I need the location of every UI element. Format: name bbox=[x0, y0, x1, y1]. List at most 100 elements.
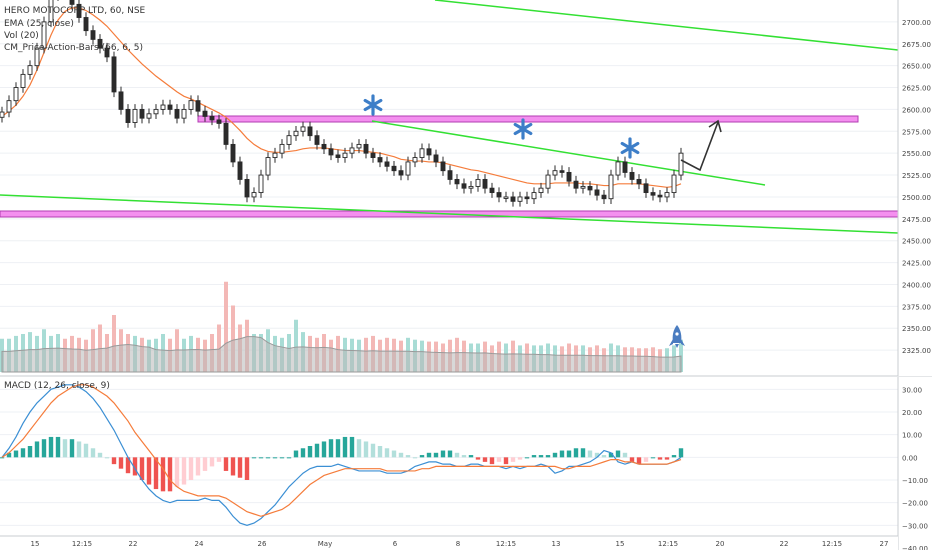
price-tick-label: 2475.00 bbox=[902, 216, 931, 224]
candle bbox=[405, 156, 411, 181]
indicator-legend[interactable]: CM_Price-Action-Bars (66, 6, 5) bbox=[4, 43, 143, 53]
candle bbox=[146, 108, 152, 124]
candle bbox=[300, 121, 306, 137]
resistance-zone[interactable] bbox=[197, 115, 859, 123]
macd-histogram-bar bbox=[391, 450, 397, 458]
candle bbox=[349, 142, 355, 159]
candle bbox=[139, 104, 145, 124]
macd-legend[interactable]: MACD (12, 26, close, 9) bbox=[4, 381, 110, 391]
macd-histogram-bar bbox=[412, 457, 418, 459]
macd-histogram-bar bbox=[181, 457, 187, 485]
candle bbox=[454, 174, 460, 190]
macd-histogram-bar bbox=[552, 452, 558, 458]
macd-histogram-bar bbox=[321, 441, 327, 458]
macd-histogram-bar bbox=[503, 457, 509, 465]
upper-channel-line[interactable] bbox=[434, 0, 899, 51]
candle bbox=[489, 182, 495, 198]
candle bbox=[160, 99, 166, 115]
macd-histogram-bar bbox=[314, 443, 320, 458]
arrow-icon[interactable] bbox=[680, 119, 722, 172]
candle bbox=[83, 12, 89, 36]
macd-histogram-bar bbox=[468, 455, 474, 458]
candle bbox=[167, 99, 173, 115]
macd-histogram-bar bbox=[153, 457, 159, 490]
macd-tick-label: −10.00 bbox=[902, 477, 928, 485]
volume-bar bbox=[224, 281, 228, 372]
candle bbox=[237, 156, 243, 185]
macd-histogram-bar bbox=[643, 457, 649, 462]
macd-axis[interactable]: 30.00 20.00 10.00 0.00 −10.00 −20.00 −30.00 −40… bbox=[897, 377, 932, 553]
macd-histogram-bar bbox=[566, 450, 572, 458]
price-tick-label: 2325.00 bbox=[902, 347, 931, 355]
candle bbox=[503, 191, 509, 203]
candle bbox=[27, 60, 33, 80]
macd-histogram-bar bbox=[62, 439, 68, 458]
macd-histogram-bar bbox=[139, 457, 145, 480]
macd-histogram-bar bbox=[573, 448, 579, 458]
candle bbox=[531, 187, 537, 204]
macd-histogram-bar bbox=[104, 457, 110, 459]
macd-histogram-bar bbox=[90, 448, 96, 458]
price-tick-label: 2425.00 bbox=[902, 260, 931, 268]
macd-histogram-bar bbox=[447, 450, 453, 458]
macd-histogram-bar bbox=[650, 457, 656, 459]
price-tick-label: 2375.00 bbox=[902, 303, 931, 311]
macd-histogram-bar bbox=[244, 457, 250, 480]
macd-histogram-bar bbox=[433, 452, 439, 458]
price-panel bbox=[0, 0, 684, 207]
candle bbox=[181, 104, 187, 124]
macd-histogram-bar bbox=[202, 457, 208, 471]
macd-histogram-bar bbox=[307, 446, 313, 458]
ema-legend[interactable]: EMA (25, close) bbox=[4, 19, 74, 29]
time-axis[interactable]: 15 12:15 22 24 26 May 6 8 12:15 13 15 12:15 20 22 12:1… bbox=[0, 535, 898, 550]
macd-histogram-bar bbox=[111, 457, 117, 465]
macd-histogram-bar bbox=[6, 452, 12, 458]
macd-histogram-bar bbox=[272, 457, 278, 459]
star-marker[interactable] bbox=[513, 118, 533, 140]
macd-tick-label: 20.00 bbox=[902, 409, 922, 417]
macd-histogram-bar bbox=[13, 450, 19, 458]
star-marker[interactable] bbox=[620, 137, 640, 159]
time-tick-label: 8 bbox=[456, 540, 460, 548]
asterisk-star-icon[interactable] bbox=[363, 94, 640, 159]
lower-channel-line[interactable] bbox=[0, 194, 899, 234]
candle bbox=[216, 114, 222, 129]
price-tick-label: 2700.00 bbox=[902, 19, 931, 27]
macd-histogram-bar bbox=[405, 455, 411, 458]
macd-histogram-bar bbox=[594, 452, 600, 458]
macd-histogram-bar bbox=[454, 452, 460, 458]
symbol-title: HERO MOTOCORP LTD, 60, NSE bbox=[4, 6, 146, 16]
time-tick-label: 12:15 bbox=[496, 540, 516, 548]
macd-histogram-bar bbox=[657, 457, 663, 460]
candle bbox=[433, 149, 439, 168]
star-marker[interactable] bbox=[363, 94, 383, 116]
candle bbox=[34, 42, 40, 71]
macd-histogram-bar bbox=[293, 450, 299, 458]
descending-trendline[interactable] bbox=[371, 120, 766, 186]
macd-histogram-bar bbox=[496, 457, 502, 462]
macd-tick-label: 30.00 bbox=[902, 386, 922, 394]
candle bbox=[377, 152, 383, 168]
candle bbox=[657, 189, 663, 203]
candle bbox=[48, 0, 54, 28]
candle bbox=[482, 174, 488, 194]
candle bbox=[636, 174, 642, 190]
time-tick-label: May bbox=[318, 540, 332, 548]
volume-bar bbox=[112, 315, 116, 372]
candle bbox=[202, 105, 208, 122]
macd-histogram-bar bbox=[335, 439, 341, 458]
candle bbox=[132, 104, 138, 128]
candle bbox=[174, 104, 180, 124]
price-tick-label: 2400.00 bbox=[902, 281, 931, 289]
candle bbox=[0, 106, 5, 123]
volume-legend[interactable]: Vol (20) bbox=[4, 31, 39, 41]
macd-histogram-bar bbox=[97, 452, 103, 458]
candle bbox=[314, 130, 320, 150]
price-axis[interactable]: 2700.00 2675.00 2650.00 2625.00 2600.00 2575.… bbox=[897, 0, 932, 376]
candle bbox=[272, 147, 278, 163]
macd-histogram-bar bbox=[69, 439, 75, 458]
price-tick-label: 2675.00 bbox=[902, 41, 931, 49]
time-tick-label: 22 bbox=[780, 540, 789, 548]
time-tick-label: 24 bbox=[195, 540, 204, 548]
